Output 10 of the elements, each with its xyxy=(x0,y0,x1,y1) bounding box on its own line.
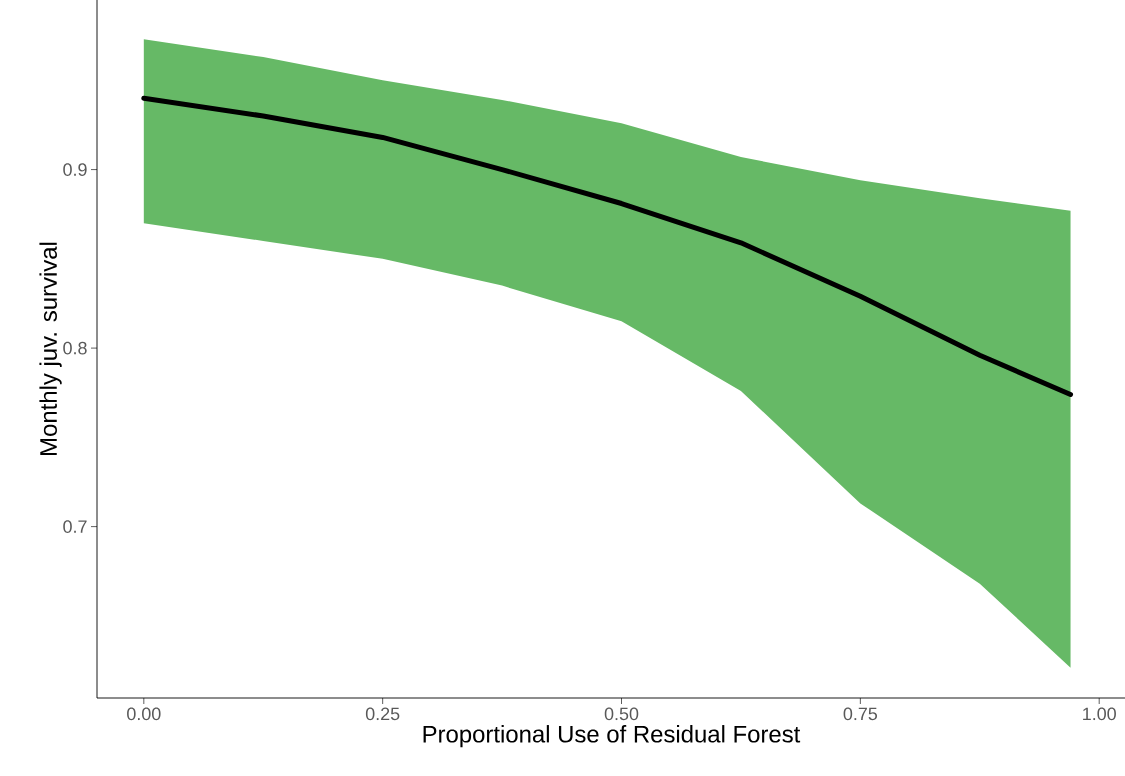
x-tick-label: 0.50 xyxy=(604,707,639,721)
x-tick-label: 1.00 xyxy=(1083,707,1116,721)
y-axis-title: Monthly juv. survival xyxy=(39,242,62,455)
x-tick-label: 0.75 xyxy=(843,707,878,721)
x-tick-label: 0.25 xyxy=(365,707,400,721)
y-tick-label: 0.7 xyxy=(63,520,87,533)
x-tick-label: 0.00 xyxy=(127,707,161,721)
x-axis-title: Proportional Use of Residual Forest xyxy=(423,725,801,748)
y-tick-label: 0.8 xyxy=(63,341,87,355)
y-tick-label: 0.9 xyxy=(63,163,87,176)
